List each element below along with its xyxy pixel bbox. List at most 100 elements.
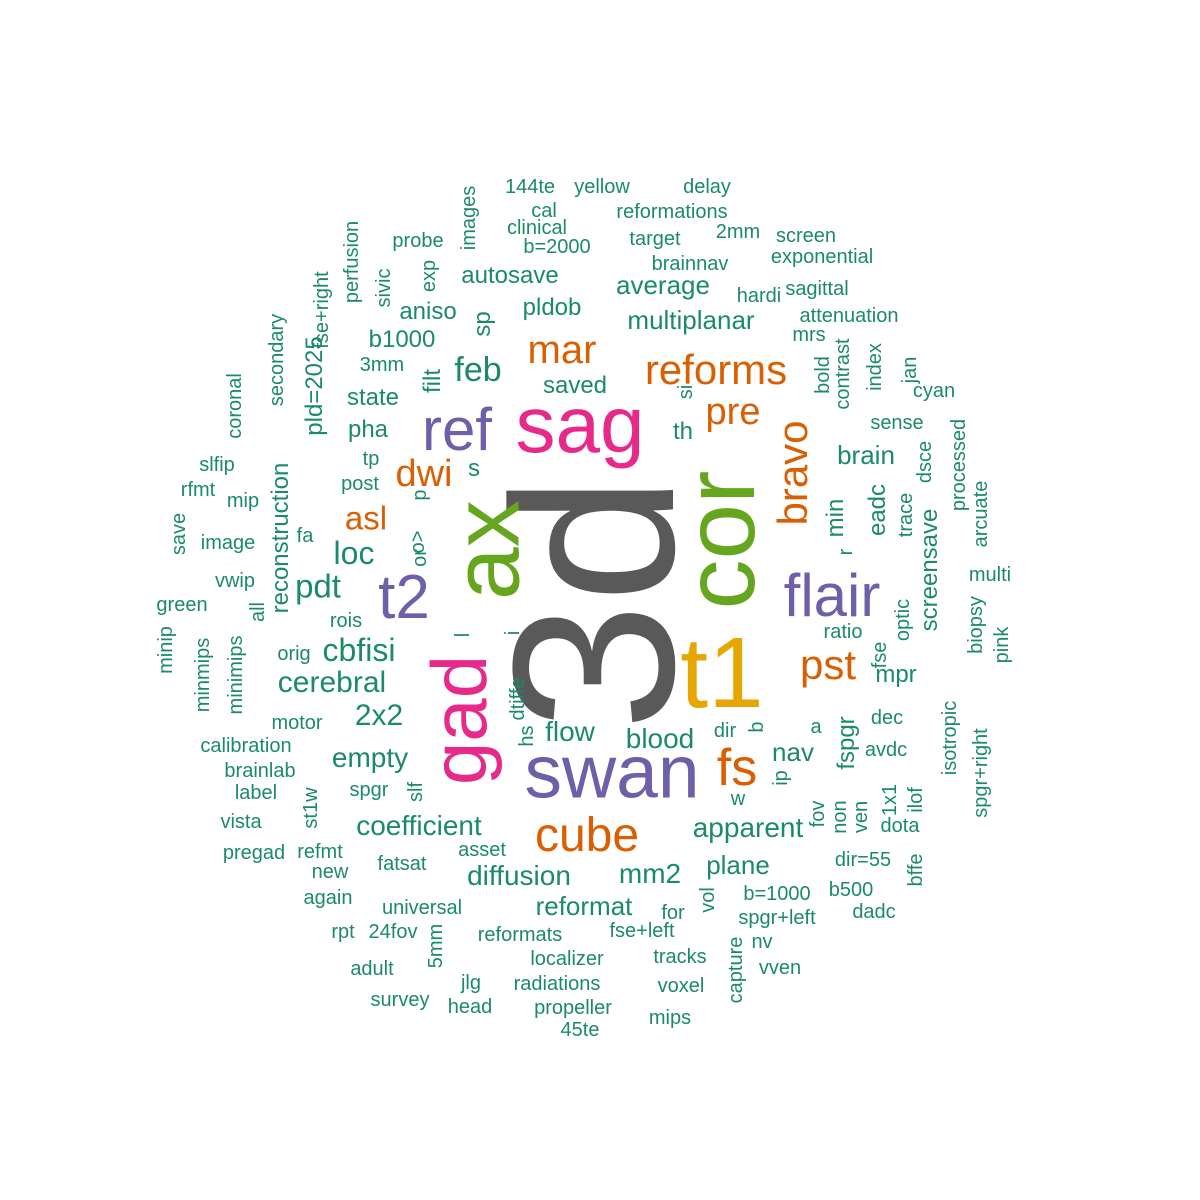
word-head: head [447,996,493,1018]
word-fa: fa [296,525,314,547]
word-dtiffe: dtiffe [507,677,529,721]
word-nv: nv [751,931,773,953]
word-propeller: propeller [534,997,612,1019]
word-vol: vol [697,887,719,913]
word-vwip: vwip [214,570,256,592]
word-universal: universal [381,897,463,919]
word-rois: rois [329,610,363,632]
word-b-1000: b=1000 [743,883,811,905]
word-ref: ref [421,396,493,463]
word-reforms: reforms [644,346,788,393]
word-index: index [864,343,886,391]
word-biopsy: biopsy [965,596,987,654]
word-post: post [341,473,379,495]
word-45te: 45te [560,1019,600,1041]
word-attenuation: attenuation [799,305,899,327]
word-mrs: mrs [792,324,826,346]
word-arcuate: arcuate [970,480,992,548]
word-pink: pink [991,626,1013,664]
word-rpt: rpt [331,921,355,943]
word-p: p [409,489,431,501]
word-cor: cor [664,470,776,610]
word-th: th [672,418,694,445]
word-save: save [168,512,190,556]
word-mm2: mm2 [618,858,682,889]
word-fspgr: fspgr [833,716,860,770]
word-reformations: reformations [616,201,728,223]
word-pld-2025: pld=2025 [301,336,328,436]
word-l: l [452,632,474,638]
word-b-2000: b=2000 [523,236,591,258]
word-motor: motor [271,712,323,734]
word-mips: mips [648,1007,692,1029]
word-vven: vven [758,957,802,979]
word-nav: nav [772,737,814,767]
word-state: state [346,384,400,411]
word-rfmt: rfmt [180,479,216,501]
word-hardi: hardi [736,285,782,307]
word-ip: ip [770,770,792,786]
word-fse-left: fse+left [609,920,675,942]
word-reformat: reformat [535,891,633,921]
word-pdt: pdt [295,567,341,605]
word-feb: feb [454,351,502,389]
word-dadc: dadc [852,901,896,923]
word-spgr: spgr [349,779,389,801]
word-multiplanar: multiplanar [627,305,755,335]
word-loc: loc [333,535,375,571]
word-cbfisi: cbfisi [322,632,396,668]
word-cyan: cyan [912,380,956,402]
word-trace: trace [895,492,917,538]
word-probe: probe [392,230,444,252]
word-again: again [303,887,353,909]
word-calibration: calibration [200,735,292,757]
word-a: a [810,716,822,738]
word-asset: asset [458,839,506,861]
word-processed: processed [948,418,970,512]
word-fse: fse [869,641,891,669]
word-b: b [746,721,768,733]
word-exponential: exponential [770,246,874,268]
word-flair: flair [783,562,881,629]
word-reformats: reformats [477,924,563,946]
word-cerebral: cerebral [277,666,387,699]
word-empty: empty [331,742,409,773]
word-refmt: refmt [297,841,343,863]
word-contrast: contrast [832,338,854,410]
word-fse-right: fse+right [311,271,333,349]
word-5mm: 5mm [425,923,447,969]
word-isotropic: isotropic [939,700,961,776]
word-2x2: 2x2 [354,699,404,732]
word-ratio: ratio [823,621,863,643]
word-w: w [730,788,746,810]
word-screen: screen [775,225,837,247]
word-minimips: minimips [225,635,247,715]
word-cube: cube [534,809,640,862]
word-survey: survey [370,989,430,1011]
word-bravo: bravo [769,420,816,526]
word-i: i [502,630,524,636]
word-pldob: pldob [522,294,582,321]
word-si: si [675,384,697,400]
word-fs: fs [716,739,758,797]
word-average: average [616,270,710,300]
word-diffusion: diffusion [467,860,571,891]
word-images: images [458,185,480,251]
word-filt: filt [419,369,446,393]
word-localizer: localizer [530,948,604,970]
word-saved: saved [542,372,608,399]
word-pregad: pregad [222,842,286,864]
word-1x1: 1x1 [879,783,901,817]
word-yellow: yellow [574,176,630,198]
word-fatsat: fatsat [377,853,427,875]
word-vista: vista [220,811,262,833]
word-eadc: eadc [864,483,891,537]
word-mpr: mpr [875,661,917,688]
word-spgr-left: spgr+left [738,907,816,929]
word-brainnav: brainnav [651,253,729,275]
word-sivic: sivic [373,268,395,308]
word-spgr-right: spgr+right [970,728,992,818]
word-target: target [629,228,681,250]
word-b1000: b1000 [368,326,436,353]
